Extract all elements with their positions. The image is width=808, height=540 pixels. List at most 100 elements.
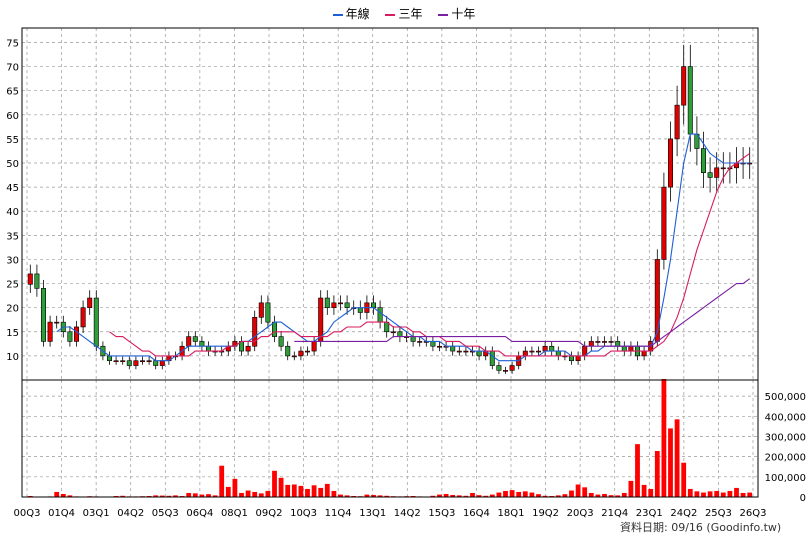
- x-tick-label: 04Q2: [117, 508, 144, 519]
- volume-bar: [489, 494, 495, 497]
- candlestick: [159, 356, 165, 370]
- candle-body: [542, 345, 548, 352]
- candlestick: [667, 121, 673, 202]
- candle-body: [661, 186, 667, 260]
- candle-body: [291, 355, 297, 358]
- candlestick: [311, 336, 317, 356]
- volume-bar: [602, 493, 607, 497]
- candlestick: [502, 366, 508, 374]
- candlestick: [733, 147, 739, 184]
- volume-bar: [483, 495, 489, 497]
- candle-body: [549, 345, 555, 352]
- volume-bar: [668, 428, 673, 497]
- volume-bar: [674, 419, 680, 497]
- price-tick-label: 40: [6, 207, 19, 218]
- candle-body: [344, 302, 350, 308]
- candle-body: [568, 355, 574, 362]
- candle-body: [93, 297, 99, 347]
- candle-body: [54, 321, 60, 324]
- candlesticks: [27, 44, 753, 374]
- candlestick: [80, 300, 86, 334]
- x-tick-label: 05Q3: [152, 508, 179, 519]
- candlestick: [714, 152, 720, 193]
- volume-tick-label: 500,000: [765, 392, 806, 403]
- candlestick: [265, 295, 271, 329]
- candlestick: [331, 295, 337, 315]
- volume-bar: [621, 492, 627, 497]
- candle-body: [601, 341, 607, 343]
- candle-body: [390, 331, 396, 334]
- volume-bar: [714, 490, 720, 497]
- candle-body: [608, 341, 614, 343]
- x-tick-label: 25Q3: [705, 508, 732, 519]
- volume-bar: [67, 495, 73, 497]
- candlestick: [192, 331, 198, 347]
- ma-line-ten-year: [294, 278, 751, 347]
- candle-body: [707, 172, 713, 178]
- candle-body: [377, 307, 383, 323]
- candlestick: [417, 336, 423, 347]
- candle-body: [40, 288, 46, 342]
- volume-bar: [166, 495, 172, 497]
- volume-bar: [265, 490, 271, 497]
- candle-body: [463, 350, 469, 353]
- volume-bar: [54, 491, 60, 497]
- candle-body: [120, 360, 126, 363]
- candle-body: [502, 370, 508, 372]
- volume-bar: [628, 480, 634, 497]
- candlestick: [107, 351, 113, 365]
- x-tick-label: 15Q3: [428, 508, 455, 519]
- candlestick: [496, 361, 502, 374]
- volume-grid: [22, 380, 758, 498]
- legend-label-ten-year: 十年: [451, 7, 476, 21]
- volume-bar: [272, 470, 277, 497]
- volume-bar: [245, 490, 251, 497]
- candle-body: [621, 345, 627, 352]
- candle-body: [304, 350, 310, 353]
- volume-bar: [615, 495, 621, 497]
- volume-bar: [371, 494, 376, 497]
- candle-body: [271, 321, 277, 337]
- x-axis: 00Q3 01Q4 03Q1 04Q2 05Q3 06Q4 08Q1 09Q2 10Q3 11Q4…: [14, 508, 767, 519]
- candlestick: [522, 346, 528, 361]
- candlestick: [40, 279, 46, 347]
- volume-bar: [192, 493, 198, 497]
- volume-bar: [654, 451, 660, 497]
- volume-bar: [305, 488, 310, 497]
- candlestick: [27, 264, 33, 293]
- candle-body: [628, 345, 634, 352]
- candlestick: [126, 356, 132, 370]
- candlestick: [140, 356, 146, 365]
- x-tick-label: 01Q4: [48, 508, 75, 519]
- price-panel-frame: [21, 27, 759, 381]
- volume-bar: [364, 494, 370, 497]
- candle-body: [252, 317, 258, 347]
- candlestick: [542, 341, 548, 356]
- candlestick: [74, 320, 80, 347]
- candlestick: [410, 331, 416, 347]
- volume-bars: [27, 378, 753, 497]
- candlestick: [568, 351, 574, 365]
- candlestick: [674, 85, 680, 157]
- x-tick-label: 16Q4: [463, 508, 490, 519]
- candlestick: [621, 341, 627, 356]
- volume-bar: [529, 492, 535, 497]
- volume-bar: [285, 484, 291, 497]
- candle-body: [140, 360, 146, 363]
- volume-bar: [27, 495, 33, 497]
- candlestick: [436, 341, 442, 352]
- volume-bar: [351, 495, 357, 497]
- x-tick-label: 08Q1: [221, 508, 248, 519]
- price-tick-label: 55: [6, 135, 19, 146]
- candle-body: [153, 360, 159, 366]
- candlestick: [456, 346, 462, 356]
- volume-bar: [681, 462, 687, 497]
- volume-bar: [443, 493, 449, 497]
- legend-swatch-three-year: [385, 13, 396, 16]
- volume-bar: [687, 488, 693, 497]
- candlestick: [285, 341, 291, 361]
- candle-body: [146, 360, 152, 363]
- volume-bar: [318, 487, 324, 497]
- candlestick: [555, 346, 561, 361]
- candlestick: [133, 356, 139, 370]
